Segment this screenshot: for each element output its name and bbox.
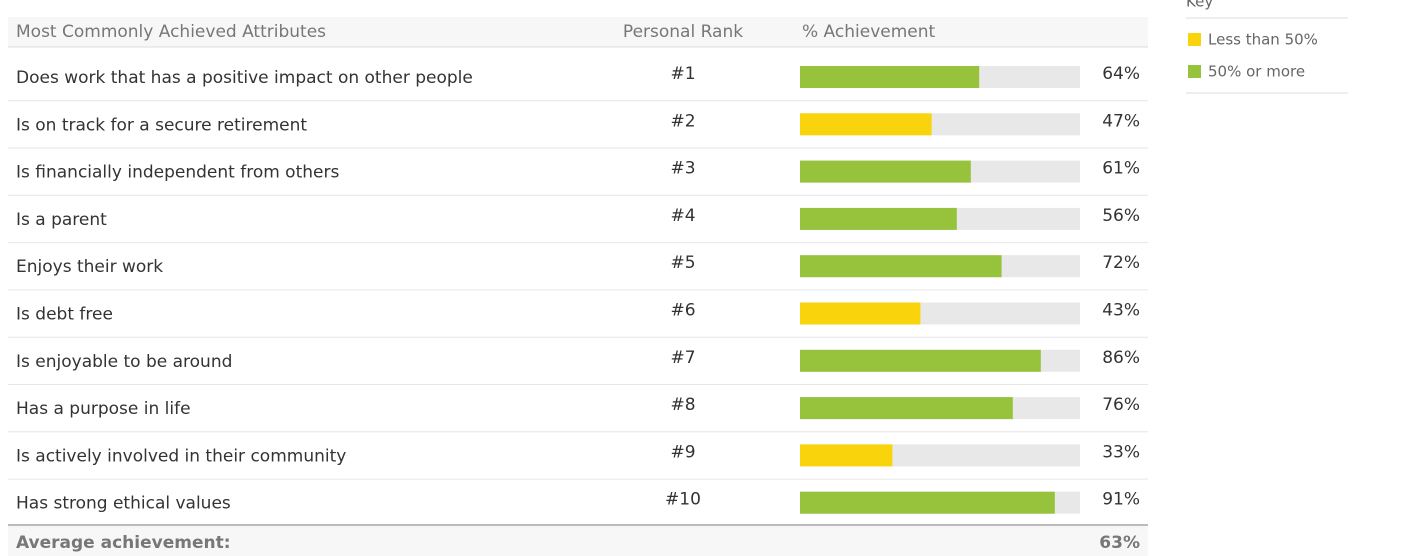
attribute: Has strong ethical values bbox=[16, 494, 231, 514]
value-label: 43% bbox=[1102, 301, 1140, 321]
attribute: Has a purpose in life bbox=[16, 399, 191, 419]
rank: #1 bbox=[670, 64, 695, 84]
attribute: Enjoys their work bbox=[16, 257, 163, 277]
bar bbox=[800, 207, 957, 230]
rank: #2 bbox=[670, 111, 695, 131]
average-label: Average achievement: bbox=[16, 533, 231, 553]
value-label: 76% bbox=[1102, 395, 1140, 415]
bar bbox=[800, 349, 1041, 372]
rank: #4 bbox=[670, 206, 695, 226]
value-label: 64% bbox=[1102, 64, 1140, 84]
bar bbox=[800, 113, 932, 136]
bar bbox=[800, 160, 971, 183]
header-bg bbox=[8, 17, 1148, 47]
rank: #10 bbox=[665, 490, 701, 510]
value-label: 33% bbox=[1102, 442, 1140, 462]
key-title: Key bbox=[1186, 0, 1213, 11]
rank: #7 bbox=[670, 348, 695, 368]
header-rank: Personal Rank bbox=[623, 22, 743, 42]
rank: #8 bbox=[670, 395, 695, 415]
value-label: 86% bbox=[1102, 348, 1140, 368]
rank: #9 bbox=[670, 442, 695, 462]
rank: #6 bbox=[670, 301, 695, 321]
value-label: 91% bbox=[1102, 490, 1140, 510]
rank: #3 bbox=[670, 159, 695, 179]
attribute: Is financially independent from others bbox=[16, 163, 339, 183]
key-swatch bbox=[1188, 65, 1201, 78]
bar bbox=[800, 255, 1002, 278]
average-bg bbox=[8, 526, 1148, 556]
bar bbox=[800, 66, 980, 88]
header-attribute: Most Commonly Achieved Attributes bbox=[16, 22, 326, 42]
value-label: 47% bbox=[1102, 111, 1140, 131]
value-label: 61% bbox=[1102, 159, 1140, 179]
attribute: Does work that has a positive impact on … bbox=[16, 68, 473, 88]
attribute: Is actively involved in their community bbox=[16, 446, 346, 466]
key-label: 50% or more bbox=[1208, 63, 1305, 81]
attribute: Is on track for a secure retirement bbox=[16, 115, 307, 135]
bar bbox=[800, 491, 1055, 514]
attribute: Is a parent bbox=[16, 210, 107, 230]
attribute: Is debt free bbox=[16, 305, 113, 325]
header-achievement: % Achievement bbox=[802, 22, 936, 42]
key-swatch bbox=[1188, 33, 1201, 46]
attribute: Is enjoyable to be around bbox=[16, 352, 232, 372]
rank: #5 bbox=[670, 253, 695, 273]
average-value: 63% bbox=[1099, 533, 1140, 553]
key-label: Less than 50% bbox=[1208, 31, 1318, 49]
value-label: 56% bbox=[1102, 206, 1140, 226]
bar bbox=[800, 397, 1013, 420]
value-label: 72% bbox=[1102, 253, 1140, 273]
bar bbox=[800, 302, 921, 325]
bar bbox=[800, 444, 893, 467]
